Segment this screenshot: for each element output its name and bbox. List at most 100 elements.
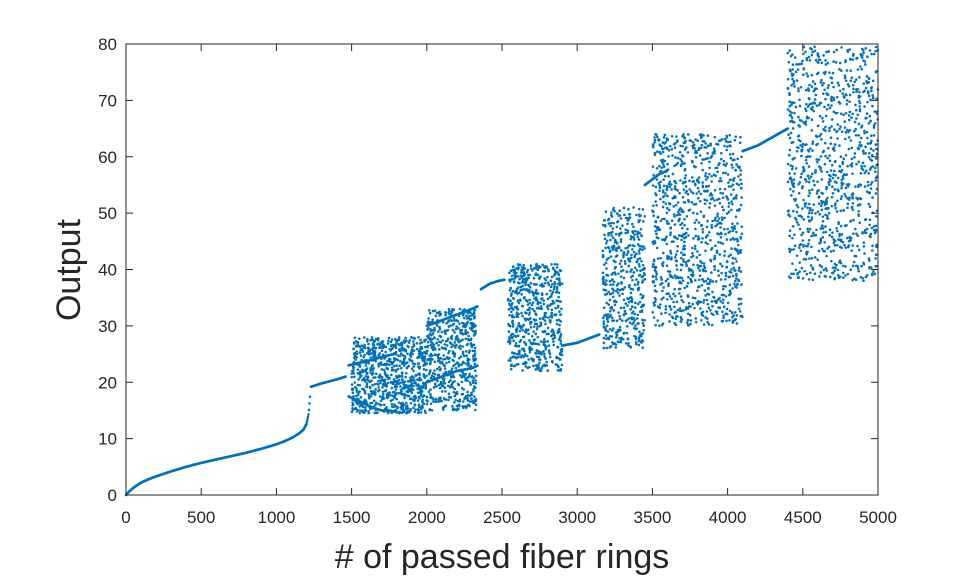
data-point [713, 135, 717, 139]
data-point [392, 377, 396, 381]
data-point [733, 196, 736, 200]
data-point [736, 157, 739, 161]
data-point [619, 259, 623, 263]
data-point [611, 283, 615, 286]
data-point [458, 322, 461, 326]
data-point [665, 242, 669, 246]
data-point [400, 392, 404, 396]
data-point [672, 205, 675, 208]
data-point [697, 190, 701, 193]
data-point [613, 240, 617, 244]
data-point [473, 362, 477, 366]
data-point [679, 144, 682, 148]
data-point [740, 232, 744, 236]
data-point [798, 261, 801, 264]
data-point [637, 286, 641, 290]
data-point [403, 396, 406, 400]
data-point [381, 390, 385, 393]
data-point [813, 45, 816, 49]
data-point [464, 362, 467, 365]
data-point [611, 287, 614, 291]
data-point [627, 300, 631, 304]
data-point [608, 279, 612, 283]
data-point [550, 263, 553, 266]
data-point [424, 386, 428, 390]
data-point [662, 286, 665, 289]
data-point [465, 343, 469, 347]
data-point [360, 348, 364, 351]
data-point [606, 313, 610, 316]
data-point [351, 391, 355, 395]
data-point [436, 356, 440, 360]
data-point [634, 327, 638, 331]
data-point [801, 165, 805, 169]
data-point [461, 350, 465, 354]
data-point [730, 311, 734, 314]
data-point [406, 380, 410, 383]
data-point [601, 249, 605, 253]
data-point [739, 186, 743, 190]
data-point [512, 315, 516, 319]
data-point [540, 353, 543, 356]
data-point [864, 47, 868, 50]
data-point [560, 282, 564, 286]
data-point [466, 311, 470, 315]
data-point [393, 396, 396, 400]
data-point [712, 173, 716, 177]
data-point [393, 403, 396, 406]
data-point [390, 402, 394, 406]
data-point [453, 313, 457, 317]
data-point [459, 331, 462, 335]
data-point [425, 352, 428, 356]
data-point [507, 330, 511, 334]
data-point [832, 98, 836, 102]
data-point [662, 200, 665, 204]
data-point [651, 184, 655, 187]
data-point [635, 260, 639, 263]
data-point [515, 313, 519, 317]
data-point [823, 141, 827, 145]
data-point [704, 142, 707, 145]
data-point [826, 196, 829, 200]
data-point [503, 278, 506, 282]
data-point [528, 311, 532, 314]
data-point [426, 358, 429, 362]
data-point [870, 89, 873, 93]
data-point [687, 209, 691, 212]
data-point [843, 120, 847, 123]
data-point [721, 242, 725, 245]
data-point [509, 299, 512, 303]
data-point [365, 367, 369, 370]
data-point [438, 365, 441, 369]
data-point [640, 245, 643, 248]
data-point [719, 299, 723, 303]
data-point [639, 269, 642, 272]
data-point [437, 373, 441, 377]
data-point [533, 297, 536, 300]
data-point [637, 322, 640, 325]
data-point [808, 227, 812, 231]
data-point [612, 221, 615, 225]
data-point [362, 336, 366, 339]
data-point [433, 360, 437, 364]
data-point [681, 181, 685, 184]
data-point [614, 346, 618, 349]
data-point [713, 268, 717, 271]
data-point [721, 319, 725, 323]
data-point [532, 338, 536, 342]
data-point [718, 179, 721, 183]
data-point [660, 312, 663, 316]
data-point [618, 209, 622, 213]
data-point [655, 166, 659, 170]
data-point [605, 267, 608, 270]
data-point [652, 173, 655, 177]
data-point [731, 229, 735, 233]
data-point [384, 409, 388, 413]
data-point [518, 263, 522, 267]
data-point [871, 196, 874, 199]
data-point [508, 303, 512, 307]
data-point [709, 239, 712, 242]
data-point [857, 209, 860, 213]
data-point [392, 364, 396, 368]
data-point [633, 229, 637, 233]
